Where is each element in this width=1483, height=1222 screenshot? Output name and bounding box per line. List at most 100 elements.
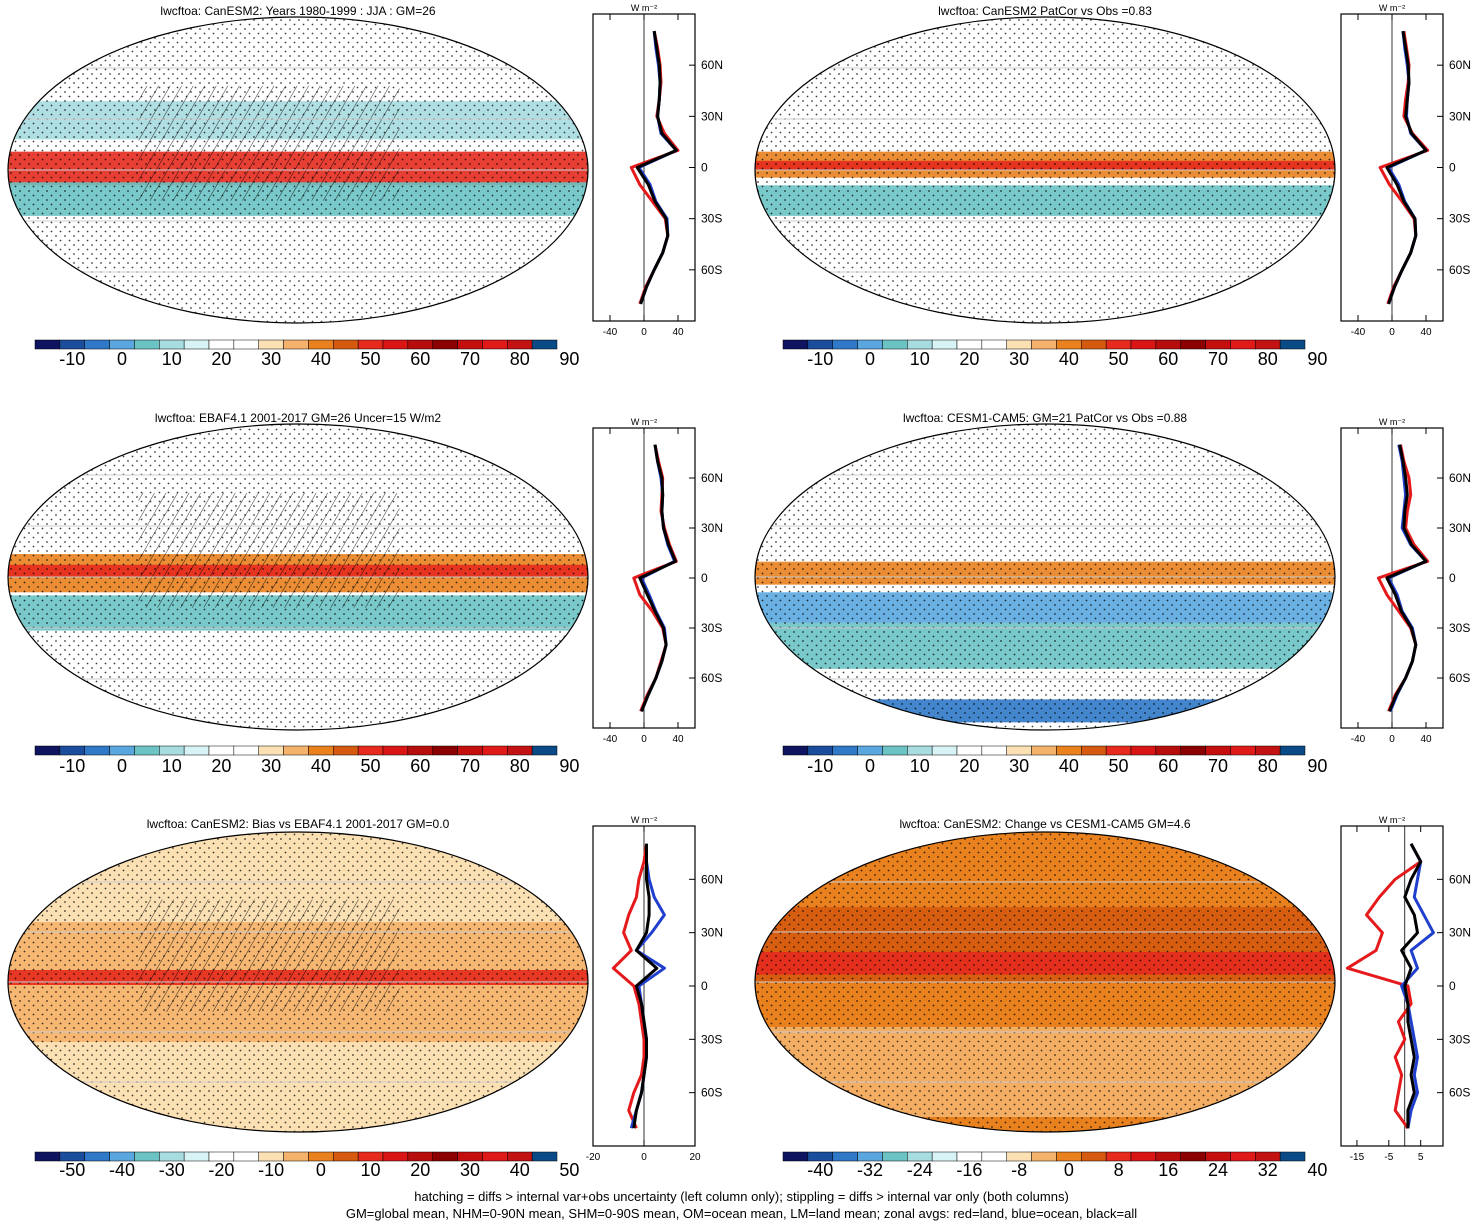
footer-line-1: hatching = diffs > internal var+obs unce… [414,1189,1069,1204]
colorbar-tick-label: 40 [311,349,331,369]
colorbar-swatch [333,745,359,756]
zonal-line-land [611,843,648,1129]
colorbar-swatch [258,745,284,756]
colorbar-swatch [832,745,858,756]
colorbar-swatch [457,745,483,756]
zonal-x-tick-label: 0 [641,734,647,745]
colorbar-tick-label: 10 [162,756,182,776]
zonal-units: W m⁻² [1379,417,1405,427]
colorbar-swatch [457,339,483,350]
colorbar-swatch [233,339,259,350]
colorbar-tick-label: -10 [59,756,85,776]
colorbar-tick-label: -50 [59,1160,85,1180]
colorbar-swatch [59,745,85,756]
hatching [138,492,400,608]
map-border [754,16,1336,324]
colorbar-swatch [159,745,185,756]
zonal-lat-tick-label: 30N [1449,926,1471,940]
zonal-lat-tick-label: 30N [701,521,723,535]
zonal-x-tick-label: 5 [1418,1152,1424,1163]
colorbar-tick-label: -10 [258,1160,284,1180]
colorbar-swatch [1205,339,1231,350]
zonal-lat-tick-label: 60S [1449,671,1470,685]
colorbar-swatch [283,1151,309,1162]
colorbar-swatch [1205,745,1231,756]
zonal-lat-tick-label: 0 [701,161,708,175]
colorbar-swatch [981,745,1007,756]
colorbar-swatch [34,339,61,350]
colorbar-tick-label: 20 [959,756,979,776]
colorbar-swatch [857,339,883,350]
colorbar-tick-label: 24 [1208,1160,1228,1180]
colorbar-tick-label: 0 [117,756,127,776]
colorbar-tick-label: 50 [361,349,381,369]
zonal-lat-tick-label: 30S [1449,1032,1470,1046]
colorbar-swatch [1279,1151,1306,1162]
map-field [8,424,588,730]
colorbar-tick-label: 30 [460,1160,480,1180]
colorbar-tick-label: 8 [1114,1160,1124,1180]
colorbar-tick-label: 90 [559,756,579,776]
colorbar-swatch [931,745,958,756]
zonal-line-all [1400,843,1423,1129]
colorbar-tick-label: -10 [807,756,833,776]
zonal-lat-tick-label: 60N [701,872,723,886]
colorbar-tick-label: 70 [1208,756,1228,776]
zonal-lat-tick-label: 60N [701,471,723,485]
zonal-x-tick-label: 40 [1420,327,1432,338]
colorbar-swatch [1031,1151,1057,1162]
colorbar-tick-label: 40 [1307,1160,1327,1180]
colorbar-tick-label: 90 [1307,756,1327,776]
colorbar-swatch [507,745,533,756]
panel-title-3: lwcftoa: EBAF4.1 2001-2017 GM=26 Uncer=1… [154,411,442,425]
zonal-x-tick-label: -40 [603,327,618,338]
zonal-lat-tick-label: 60S [701,263,722,277]
colorbar-swatch [183,1151,210,1162]
colorbar-swatch [333,339,359,350]
map-border [754,423,1336,731]
colorbar-tick-label: -24 [907,1160,933,1180]
colorbar-swatch [482,339,508,350]
colorbar-tick-label: 20 [959,349,979,369]
zonal-x-tick-label: 0 [641,327,647,338]
zonal-units: W m⁻² [1379,815,1405,825]
colorbar-tick-label: 32 [1258,1160,1278,1180]
colorbar-tick-label: 70 [460,756,480,776]
colorbar-swatch [907,339,933,350]
zonal-line-all [632,843,659,1129]
colorbar-swatch [482,1151,508,1162]
zonal-x-tick-label: 0 [641,1152,647,1163]
colorbar-tick-label: 20 [410,1160,430,1180]
panel-title-1: lwcftoa: CanESM2: Years 1980-1999 : JJA … [160,4,436,18]
zonal-lat-tick-label: 0 [1449,979,1456,993]
colorbar-swatch [333,1151,359,1162]
panel-title-4: lwcftoa: CESM1-CAM5: GM=21 PatCor vs Obs… [902,411,1188,425]
colorbar-swatch [1130,1151,1157,1162]
map-field [755,832,1335,1132]
zonal-lat-tick-label: 0 [1449,571,1456,585]
zonal-lat-tick-label: 30S [701,1032,722,1046]
colorbar-swatch [1180,339,1206,350]
colorbar-swatch [807,745,833,756]
colorbar-swatch [981,339,1007,350]
colorbar-swatch [1130,745,1157,756]
map-border [754,831,1336,1133]
zonal-line-all [635,30,678,305]
zonal-units: W m⁻² [631,417,657,427]
colorbar-swatch [1081,745,1107,756]
colorbar-swatch [857,745,883,756]
colorbar-swatch [134,745,160,756]
zonal-lat-tick-label: 30N [701,109,723,123]
colorbar-swatch [1230,745,1256,756]
zonal-lat-tick-label: 60S [701,1086,722,1100]
colorbar-tick-label: -20 [208,1160,234,1180]
colorbar-swatch [59,339,85,350]
colorbar-tick-label: 60 [1158,756,1178,776]
zonal-lat-tick-label: 30S [1449,621,1470,635]
map-border [7,16,589,324]
panel-2: -10 0 10 20 30 40 50 60 70 80 90 W m⁻² -40 0 40 60N 30N 0… [754,3,1471,369]
colorbar-tick-label: 30 [261,756,281,776]
colorbar-tick-label: 50 [559,1160,579,1180]
panel-title-6: lwcftoa: CanESM2: Change vs CESM1-CAM5 G… [899,817,1191,831]
colorbar-tick-label: -10 [59,349,85,369]
